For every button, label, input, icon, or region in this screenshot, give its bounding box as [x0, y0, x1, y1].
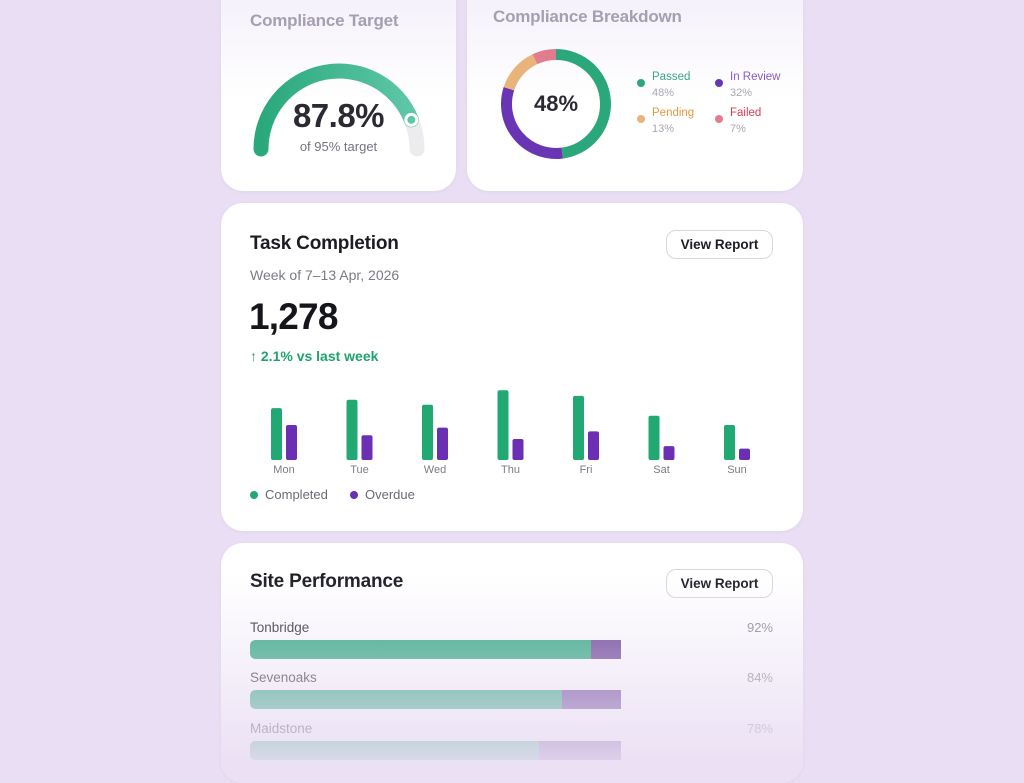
site-view-report-button[interactable]: View Report — [666, 569, 773, 598]
x-axis-label-sat: Sat — [653, 464, 670, 476]
bar-overdue-sat — [663, 446, 675, 460]
site-progress-remainder — [561, 690, 621, 709]
compliance-target-card: Compliance Target 87.8% of 95% target — [221, 0, 456, 191]
bar-completed-fri — [573, 395, 584, 460]
task-trend: ↑ 2.1% vs last week — [250, 348, 379, 364]
legend-label-completed: Completed — [265, 487, 328, 502]
task-completion-bar-chart: Mon Tue Wed Thu Fri Sat Sun — [271, 390, 750, 476]
site-progress-fill — [250, 741, 540, 760]
compliance-breakdown-card: Compliance Breakdown 48% Passed 48% In R… — [467, 0, 803, 191]
bar-overdue-fri — [588, 431, 599, 460]
legend-pct-in-review: 32% — [730, 87, 753, 99]
task-week-range: Week of 7–13 Apr, 2026 — [250, 267, 400, 283]
legend-dot-failed — [715, 115, 723, 123]
site-performance-title: Site Performance — [250, 571, 404, 592]
donut-segment-in-review — [501, 87, 563, 159]
site-progress-bar — [250, 741, 621, 760]
legend-name-in-review: In Review — [730, 71, 781, 83]
legend-dot-completed — [250, 491, 258, 499]
legend-name-passed: Passed — [652, 71, 691, 83]
legend-pct-pending: 13% — [652, 123, 675, 135]
site-progress-bar — [250, 640, 621, 659]
site-percentage: 78% — [746, 721, 773, 736]
donut-center-value: 48% — [533, 91, 579, 116]
compliance-target-value: 87.8% — [292, 97, 385, 134]
x-axis-label-mon: Mon — [273, 464, 294, 476]
legend-dot-passed — [637, 79, 645, 87]
legend-pct-passed: 48% — [652, 87, 675, 99]
x-axis-label-wed: Wed — [424, 464, 446, 476]
bar-overdue-wed — [437, 427, 448, 460]
bar-completed-sun — [724, 425, 735, 460]
donut-segment-pending — [503, 54, 538, 91]
task-completion-title: Task Completion — [250, 233, 399, 254]
x-axis-label-fri: Fri — [580, 464, 593, 476]
site-progress-bar — [250, 690, 621, 709]
gauge-end-marker — [404, 112, 419, 127]
legend-name-pending: Pending — [652, 107, 695, 119]
site-percentage: 84% — [746, 670, 773, 685]
bar-overdue-mon — [286, 425, 297, 460]
donut-segment-failed — [532, 49, 557, 65]
legend-pct-failed: 7% — [730, 123, 746, 135]
donut-segment-passed — [555, 49, 611, 159]
task-completion-card: Task Completion View Report Week of 7–13… — [221, 203, 803, 531]
compliance-breakdown-title: Compliance Breakdown — [493, 7, 682, 26]
bar-completed-thu — [497, 390, 509, 460]
x-axis-label-tue: Tue — [350, 464, 369, 476]
legend-dot-overdue — [350, 491, 358, 499]
site-progress-fill — [250, 690, 562, 709]
site-progress-remainder — [539, 741, 621, 760]
bar-completed-tue — [346, 399, 358, 460]
bar-completed-sat — [648, 415, 660, 460]
site-name: Maidstone — [250, 721, 313, 736]
gauge-progress-arc — [253, 63, 419, 157]
compliance-target-title: Compliance Target — [250, 11, 399, 30]
site-performance-card: Site Performance View Report Tonbridge 9… — [221, 543, 803, 783]
bar-overdue-tue — [361, 435, 373, 460]
x-axis-label-sun: Sun — [727, 464, 747, 476]
compliance-target-subtitle: of 95% target — [299, 139, 378, 154]
legend-dot-pending — [637, 115, 645, 123]
bar-overdue-thu — [512, 439, 524, 460]
compliance-gauge — [253, 63, 425, 157]
task-total: 1,278 — [249, 296, 338, 337]
compliance-donut-chart — [501, 49, 611, 159]
bar-completed-wed — [422, 404, 433, 460]
legend-label-overdue: Overdue — [365, 487, 415, 502]
view-report-button[interactable]: View Report — [666, 230, 773, 259]
legend-dot-in-review — [715, 79, 723, 87]
bar-overdue-sun — [739, 448, 750, 460]
site-name: Tonbridge — [250, 620, 310, 635]
x-axis-label-thu: Thu — [501, 464, 520, 476]
site-percentage: 92% — [746, 620, 773, 635]
site-progress-remainder — [591, 640, 621, 659]
site-progress-fill — [250, 640, 592, 659]
site-name: Sevenoaks — [250, 670, 317, 685]
legend-name-failed: Failed — [730, 107, 762, 119]
bar-completed-mon — [271, 408, 282, 460]
